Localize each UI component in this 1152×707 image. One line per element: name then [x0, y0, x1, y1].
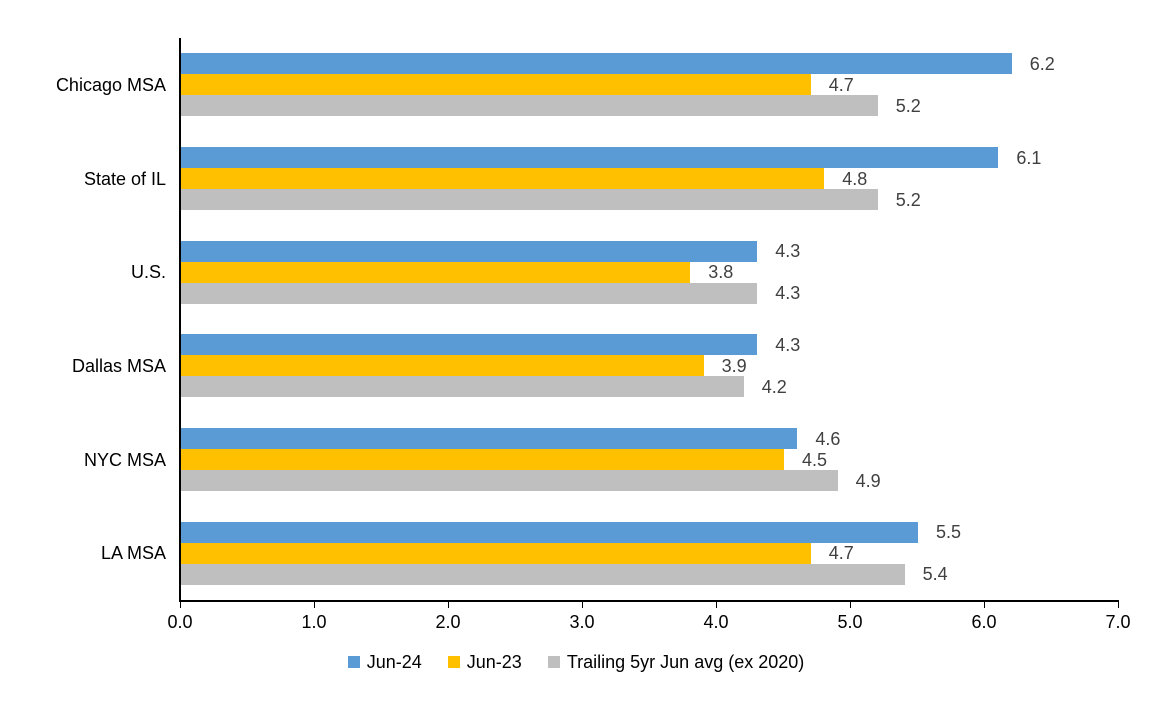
bar-trailing-5yr-jun-avg-ex-2020 — [181, 282, 758, 304]
bar-jun-24 — [181, 428, 798, 449]
bar-jun-24 — [181, 147, 999, 168]
legend-item: Jun-24 — [347, 652, 422, 672]
bar-data-label: 4.2 — [761, 376, 787, 397]
category-label: Chicago MSA — [55, 74, 166, 95]
bar-jun-23 — [181, 542, 811, 564]
bar-data-label: 3.8 — [708, 262, 734, 283]
x-axis-tick-label: 0.0 — [167, 612, 193, 632]
bar-data-label: 4.3 — [775, 283, 801, 304]
legend-item: Trailing 5yr Jun avg (ex 2020) — [547, 652, 805, 672]
bar-data-label: 5.2 — [895, 189, 921, 210]
legend-swatch-icon — [347, 656, 360, 668]
bar-data-label: 4.6 — [815, 428, 841, 449]
bar-jun-23 — [181, 168, 825, 189]
legend-swatch-icon — [547, 656, 560, 668]
bar-trailing-5yr-jun-avg-ex-2020 — [181, 189, 878, 210]
bar-data-label: 6.2 — [1029, 53, 1055, 74]
y-axis-line — [179, 38, 181, 602]
bar-jun-24 — [181, 53, 1012, 75]
bar-data-label: 4.7 — [828, 74, 854, 95]
bar-jun-23 — [181, 355, 704, 377]
bar-jun-23 — [181, 74, 811, 96]
x-axis-tick — [849, 602, 851, 608]
bar-data-label: 4.5 — [802, 449, 828, 470]
bar-jun-24 — [181, 240, 758, 262]
x-axis-tick — [983, 602, 985, 608]
category-label: State of IL — [83, 168, 166, 189]
bar-jun-23 — [181, 449, 784, 470]
category-label: NYC MSA — [83, 449, 166, 470]
x-axis-tick — [1117, 602, 1119, 608]
legend-item: Jun-23 — [447, 652, 522, 672]
legend-swatch-icon — [447, 656, 460, 668]
category-label: U.S. — [130, 262, 166, 283]
x-axis-tick-label: 1.0 — [301, 612, 327, 632]
bar-data-label: 5.2 — [895, 95, 921, 116]
x-axis-tick-label: 4.0 — [703, 612, 729, 632]
bar-data-label: 5.4 — [922, 564, 948, 585]
x-axis-tick — [581, 602, 583, 608]
bar-data-label: 6.1 — [1016, 147, 1042, 168]
bar-data-label: 4.3 — [775, 241, 801, 262]
bar-data-label: 3.9 — [721, 355, 747, 376]
bar-data-label: 4.8 — [842, 168, 868, 189]
x-axis-tick — [179, 602, 181, 608]
bar-data-label: 4.7 — [828, 543, 854, 564]
category-label: Dallas MSA — [71, 355, 166, 376]
bar-jun-23 — [181, 261, 691, 283]
x-axis-tick — [715, 602, 717, 608]
category-label: LA MSA — [100, 543, 166, 564]
bar-jun-24 — [181, 521, 918, 543]
legend-label: Jun-24 — [366, 652, 422, 672]
bar-trailing-5yr-jun-avg-ex-2020 — [181, 563, 905, 585]
x-axis-tick — [447, 602, 449, 608]
bar-data-label: 4.9 — [855, 470, 881, 491]
x-axis-line — [179, 600, 1119, 602]
bar-jun-24 — [181, 334, 758, 356]
x-axis-tick-label: 7.0 — [1105, 612, 1131, 632]
x-axis-tick-label: 3.0 — [569, 612, 595, 632]
legend-label: Trailing 5yr Jun avg (ex 2020) — [566, 652, 805, 672]
x-axis-tick-label: 5.0 — [837, 612, 863, 632]
x-axis-tick-label: 6.0 — [971, 612, 997, 632]
bar-trailing-5yr-jun-avg-ex-2020 — [181, 470, 838, 491]
bar-data-label: 5.5 — [936, 522, 962, 543]
legend-label: Jun-23 — [466, 652, 522, 672]
x-axis-tick-label: 2.0 — [435, 612, 461, 632]
legend: Jun-24 Jun-23 Trailing 5yr Jun avg (ex 202… — [0, 653, 1152, 671]
bar-trailing-5yr-jun-avg-ex-2020 — [181, 95, 878, 117]
bar-data-label: 4.3 — [775, 334, 801, 355]
x-axis-tick — [313, 602, 315, 608]
bar-trailing-5yr-jun-avg-ex-2020 — [181, 376, 744, 398]
